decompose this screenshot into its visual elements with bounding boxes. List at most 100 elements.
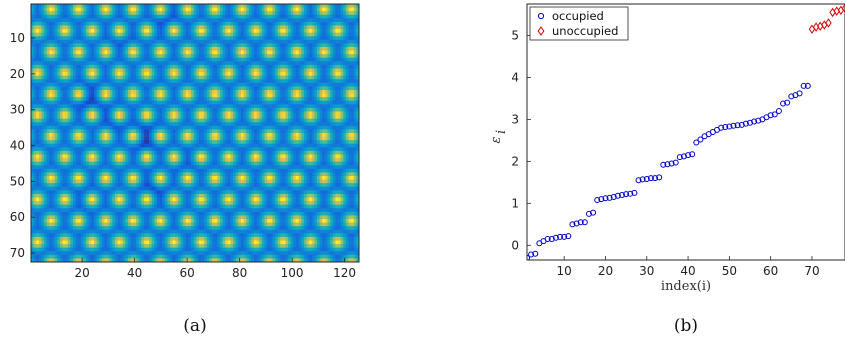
heatmap-cell — [33, 75, 37, 80]
heatmap-cell — [51, 90, 55, 94]
heatmap-cell — [93, 64, 97, 69]
heatmap-cell — [88, 86, 92, 91]
heatmap-cell — [338, 14, 341, 19]
heatmap-cell — [70, 54, 74, 59]
heatmap-cell — [332, 90, 336, 94]
heatmap-cell — [343, 64, 347, 69]
heatmap-cell — [330, 11, 334, 16]
heatmap-cell — [33, 68, 37, 73]
heatmap-cell — [88, 54, 92, 59]
heatmap-cell — [75, 115, 79, 120]
heatmap-cell — [259, 21, 263, 26]
heatmap-cell — [99, 21, 103, 26]
heatmap-cell — [75, 82, 79, 87]
heatmap-cell — [149, 82, 153, 87]
heatmap-cell — [301, 122, 305, 127]
heatmap-cell — [114, 11, 118, 16]
heatmap-cell — [290, 111, 294, 116]
heatmap-cell — [248, 32, 252, 37]
heatmap-cell — [159, 125, 163, 130]
heatmap-cell — [261, 122, 265, 127]
heatmap-cell — [222, 140, 226, 145]
heatmap-cell — [277, 133, 281, 137]
heatmap-cell — [235, 7, 239, 12]
heatmap-cell — [65, 90, 69, 94]
heatmap-cell — [298, 129, 302, 134]
heatmap-cell — [99, 86, 103, 91]
heatmap-cell — [175, 32, 179, 37]
heatmap-cell — [72, 29, 76, 34]
heatmap-cell — [54, 82, 58, 87]
heatmap-cell — [356, 100, 359, 105]
heatmap-cell — [75, 47, 79, 51]
heatmap-cell — [36, 72, 40, 77]
heatmap-cell — [177, 25, 181, 30]
heatmap-cell — [230, 122, 234, 127]
heatmap-cell — [338, 61, 341, 66]
heatmap-cell — [259, 118, 263, 123]
heatmap-cell — [290, 64, 294, 69]
heatmap-cell — [44, 50, 48, 55]
heatmap-cell — [272, 100, 276, 105]
heatmap-cell — [293, 133, 297, 137]
heatmap-cell — [324, 125, 328, 130]
heatmap-cell — [78, 32, 82, 37]
heatmap-cell — [222, 7, 226, 12]
heatmap-cell — [154, 82, 158, 87]
heatmap-cell — [222, 125, 226, 130]
heatmap-cell — [188, 107, 192, 112]
heatmap-cell — [264, 111, 268, 116]
heatmap-cell — [91, 93, 95, 98]
heatmap-cell — [36, 54, 40, 59]
heatmap-cell — [317, 68, 320, 73]
heatmap-cell — [264, 43, 268, 48]
heatmap-cell — [298, 111, 302, 116]
heatmap-cell — [306, 82, 310, 87]
heatmap-cell — [285, 4, 289, 8]
heatmap-cell — [348, 54, 352, 59]
heatmap-cell — [212, 57, 216, 62]
heatmap-cell — [159, 118, 163, 123]
heatmap-cell — [146, 90, 150, 94]
heatmap-cell — [212, 4, 216, 8]
heatmap-cell — [209, 36, 213, 41]
heatmap-cell — [180, 57, 184, 62]
heatmap-cell — [282, 7, 286, 12]
heatmap-cell — [112, 11, 116, 16]
heatmap-cell — [264, 140, 268, 145]
heatmap-cell — [338, 107, 341, 112]
heatmap-cell — [254, 47, 258, 51]
heatmap-cell — [330, 36, 334, 41]
heatmap-cell — [201, 143, 205, 148]
heatmap-cell — [343, 115, 347, 120]
heatmap-cell — [96, 39, 100, 44]
heatmap-cell — [104, 36, 108, 41]
heatmap-cell — [275, 29, 278, 34]
heatmap-cell — [246, 50, 250, 55]
heatmap-cell — [356, 90, 359, 94]
heatmap-cell — [227, 43, 231, 48]
heatmap-cell — [138, 107, 142, 112]
heatmap-cell — [259, 115, 263, 120]
heatmap-cell — [159, 133, 163, 137]
heatmap-cell — [303, 86, 307, 91]
heatmap-cell — [293, 107, 297, 112]
heatmap-cell — [209, 21, 213, 26]
heatmap-cell — [88, 140, 92, 145]
heatmap-cell — [212, 32, 216, 37]
heatmap-cell — [59, 97, 63, 102]
heatmap-cell — [36, 68, 40, 73]
heatmap-cell — [93, 18, 97, 23]
heatmap-cell — [159, 64, 163, 69]
heatmap-cell — [109, 14, 113, 19]
heatmap-cell — [319, 7, 323, 12]
heatmap-cell — [109, 143, 113, 148]
heatmap-cell — [154, 93, 158, 98]
heatmap-cell — [117, 11, 121, 16]
heatmap-cell — [256, 29, 260, 34]
heatmap-cell — [191, 136, 195, 141]
heatmap-cell — [219, 57, 223, 62]
heatmap-cell — [101, 61, 105, 66]
heatmap-cell — [303, 129, 307, 134]
heatmap-cell — [70, 43, 74, 48]
